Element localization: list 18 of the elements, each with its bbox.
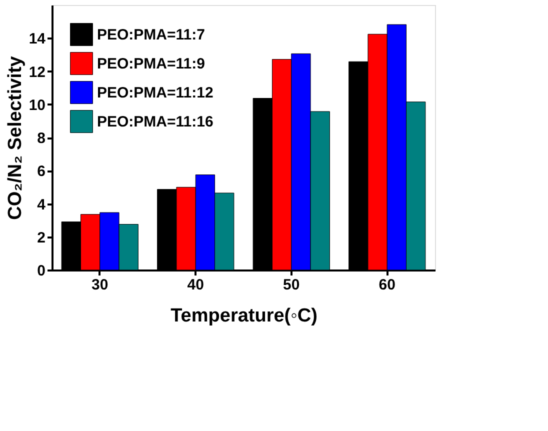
x-tick-label: 50 [283, 276, 300, 294]
y-tick-label: 4 [37, 196, 46, 214]
legend-label: PEO:PMA=11:7 [97, 26, 205, 44]
y-tick-label: 12 [28, 64, 46, 81]
y-tick-label: 6 [37, 163, 46, 180]
x-axis-title: Temperature(◦C) [170, 306, 318, 326]
legend-label: PEO:PMA=11:12 [97, 84, 214, 102]
y-tick-label: 10 [28, 96, 46, 114]
y-tick-label: 14 [28, 30, 46, 48]
y-tick-label: 2 [37, 229, 46, 246]
x-tick-label: 40 [187, 276, 204, 294]
x-tick-label: 30 [92, 276, 108, 294]
y-tick-label: 8 [37, 130, 46, 147]
y-axis-title: CO₂/N₂ Selectivity [4, 56, 26, 220]
legend-label: PEO:PMA=11:9 [97, 56, 205, 72]
y-tick-label: 0 [37, 262, 46, 280]
x-tick-label: 60 [378, 276, 396, 294]
legend-label: PEO:PMA=11:16 [97, 114, 214, 130]
